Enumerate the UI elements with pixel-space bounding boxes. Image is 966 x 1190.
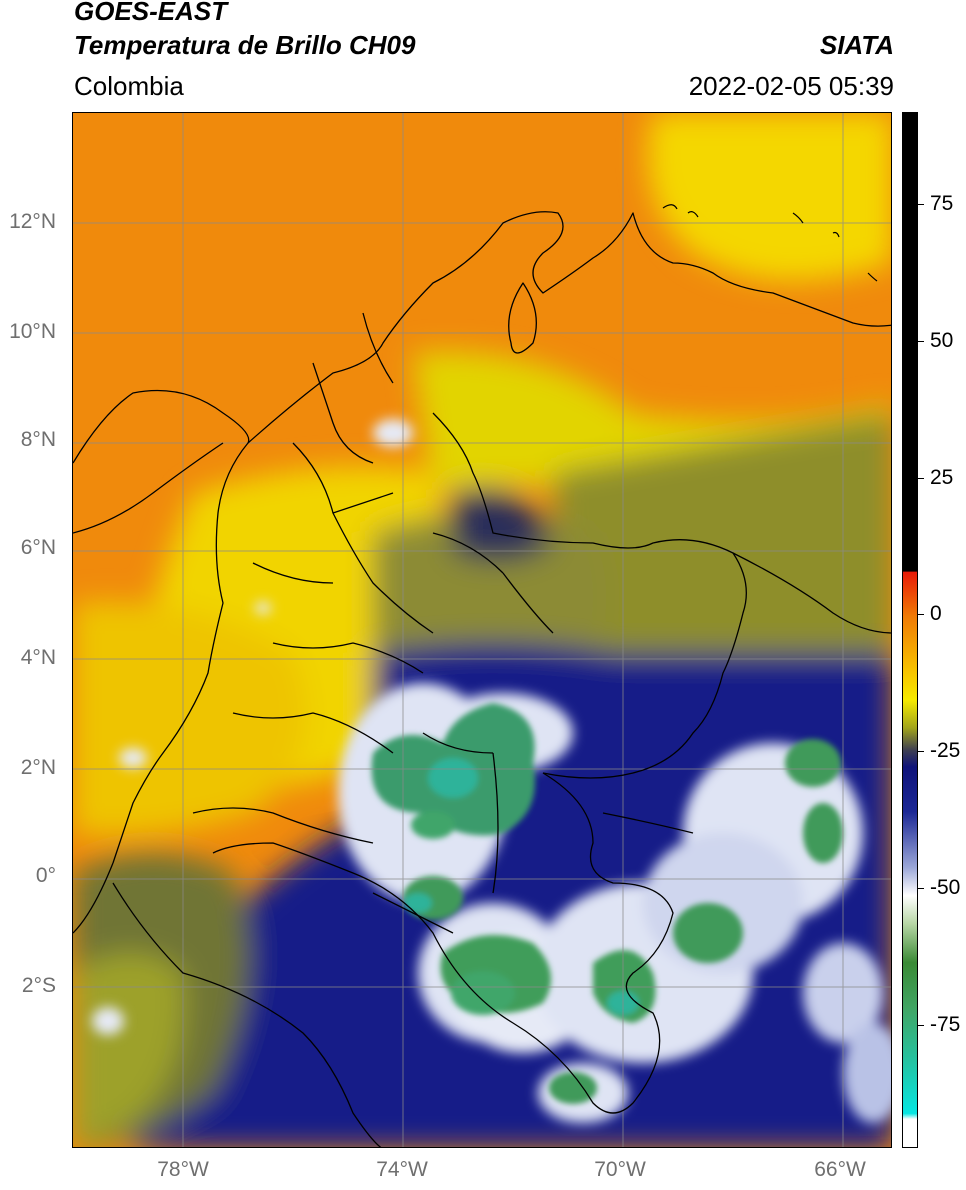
product-title: Temperatura de Brillo CH09 — [74, 30, 416, 60]
organization-label: SIATA — [819, 30, 894, 60]
colorbar-tick-neg75 — [918, 1025, 924, 1026]
datetime-label: 2022-02-05 05:39 — [688, 71, 894, 101]
lat-label-12n: 12°N — [9, 210, 56, 233]
lon-label-66w: 66°W — [814, 1158, 866, 1181]
colorbar-label-0: 0 — [930, 602, 942, 625]
lat-label-0: 0° — [35, 864, 56, 887]
colorbar-tick-25 — [918, 478, 924, 479]
lat-label-8n: 8°N — [20, 428, 56, 451]
lat-label-10n: 10°N — [9, 320, 56, 343]
colorbar-label-neg50: -50 — [930, 876, 961, 899]
satellite-title: GOES-EAST — [74, 0, 228, 26]
colorbar-tick-0 — [918, 614, 924, 615]
lon-label-74w: 74°W — [376, 1158, 428, 1181]
deep-convection — [371, 703, 843, 1104]
lat-label-6n: 6°N — [20, 536, 56, 559]
colorbar-tick-50 — [918, 341, 924, 342]
colorbar-label-neg75: -75 — [930, 1013, 961, 1036]
lat-label-2n: 2°N — [20, 756, 56, 779]
colorbar-tick-75 — [918, 204, 924, 205]
colorbar-label-50: 50 — [930, 329, 954, 352]
lat-label-2s: 2°S — [21, 974, 56, 997]
satellite-map[interactable] — [72, 112, 892, 1148]
lat-label-4n: 4°N — [20, 646, 56, 669]
map-canvas — [73, 113, 891, 1147]
colorbar-label-75: 75 — [930, 192, 954, 215]
coastlines-borders — [73, 211, 891, 1147]
lon-label-78w: 78°W — [157, 1158, 209, 1181]
caribbean-islands — [662, 204, 878, 282]
lon-label-70w: 70°W — [594, 1158, 646, 1181]
region-label: Colombia — [74, 71, 184, 101]
colorbar-tick-neg25 — [918, 751, 924, 752]
colorbar — [902, 112, 918, 1148]
colorbar-tick-neg50 — [918, 888, 924, 889]
colorbar-label-25: 25 — [930, 466, 954, 489]
gridlines — [73, 113, 891, 1147]
colorbar-label-neg25: -25 — [930, 739, 961, 762]
